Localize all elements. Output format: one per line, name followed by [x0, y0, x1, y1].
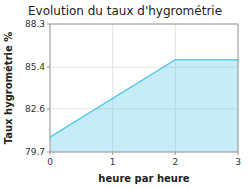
tick-label: 79.7 [25, 147, 45, 157]
tick-label: 85.4 [25, 62, 45, 72]
data-layer [50, 60, 238, 152]
line [50, 60, 238, 137]
plot-frame [50, 24, 238, 152]
tick [112, 152, 113, 155]
chart: 79.7 82.6 85.4 88.3 0 1 2 3 heure par heure Taux … [0, 0, 250, 188]
title: Evolution du taux d'hygrométrie [28, 4, 222, 18]
grid [50, 24, 238, 152]
tick-label: 0 [47, 157, 53, 167]
tick [238, 152, 239, 155]
tick [47, 24, 50, 25]
tick-label: 1 [110, 157, 116, 167]
area-fill [50, 60, 238, 152]
tick [47, 108, 50, 109]
x-axis-label: heure par heure [98, 173, 189, 184]
tick-label: 3 [235, 157, 241, 167]
plot-area [50, 24, 238, 152]
tick-label: 88.3 [25, 19, 45, 29]
tick [47, 67, 50, 68]
y-axis-label: Taux hygrométrie % [3, 32, 14, 145]
tick [50, 152, 51, 155]
tick-label: 2 [172, 157, 178, 167]
tick [175, 152, 176, 155]
tick-label: 82.6 [25, 104, 45, 114]
